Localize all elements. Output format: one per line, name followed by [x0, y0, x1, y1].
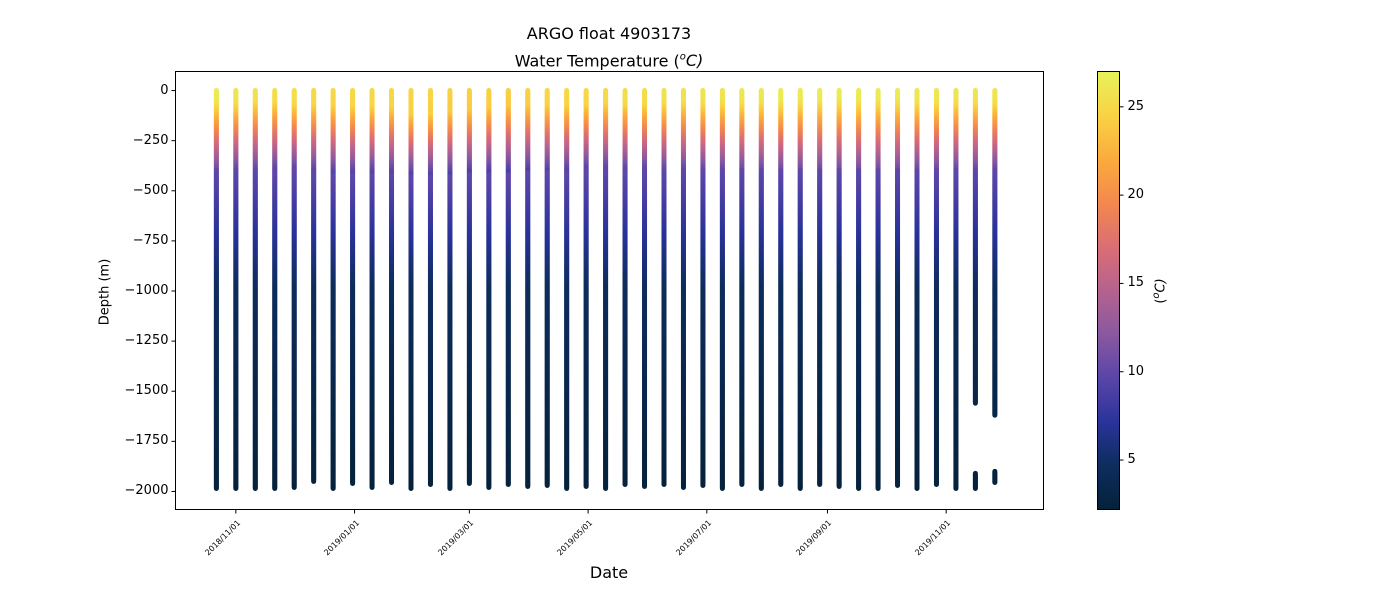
- profiles-layer: [213, 88, 998, 491]
